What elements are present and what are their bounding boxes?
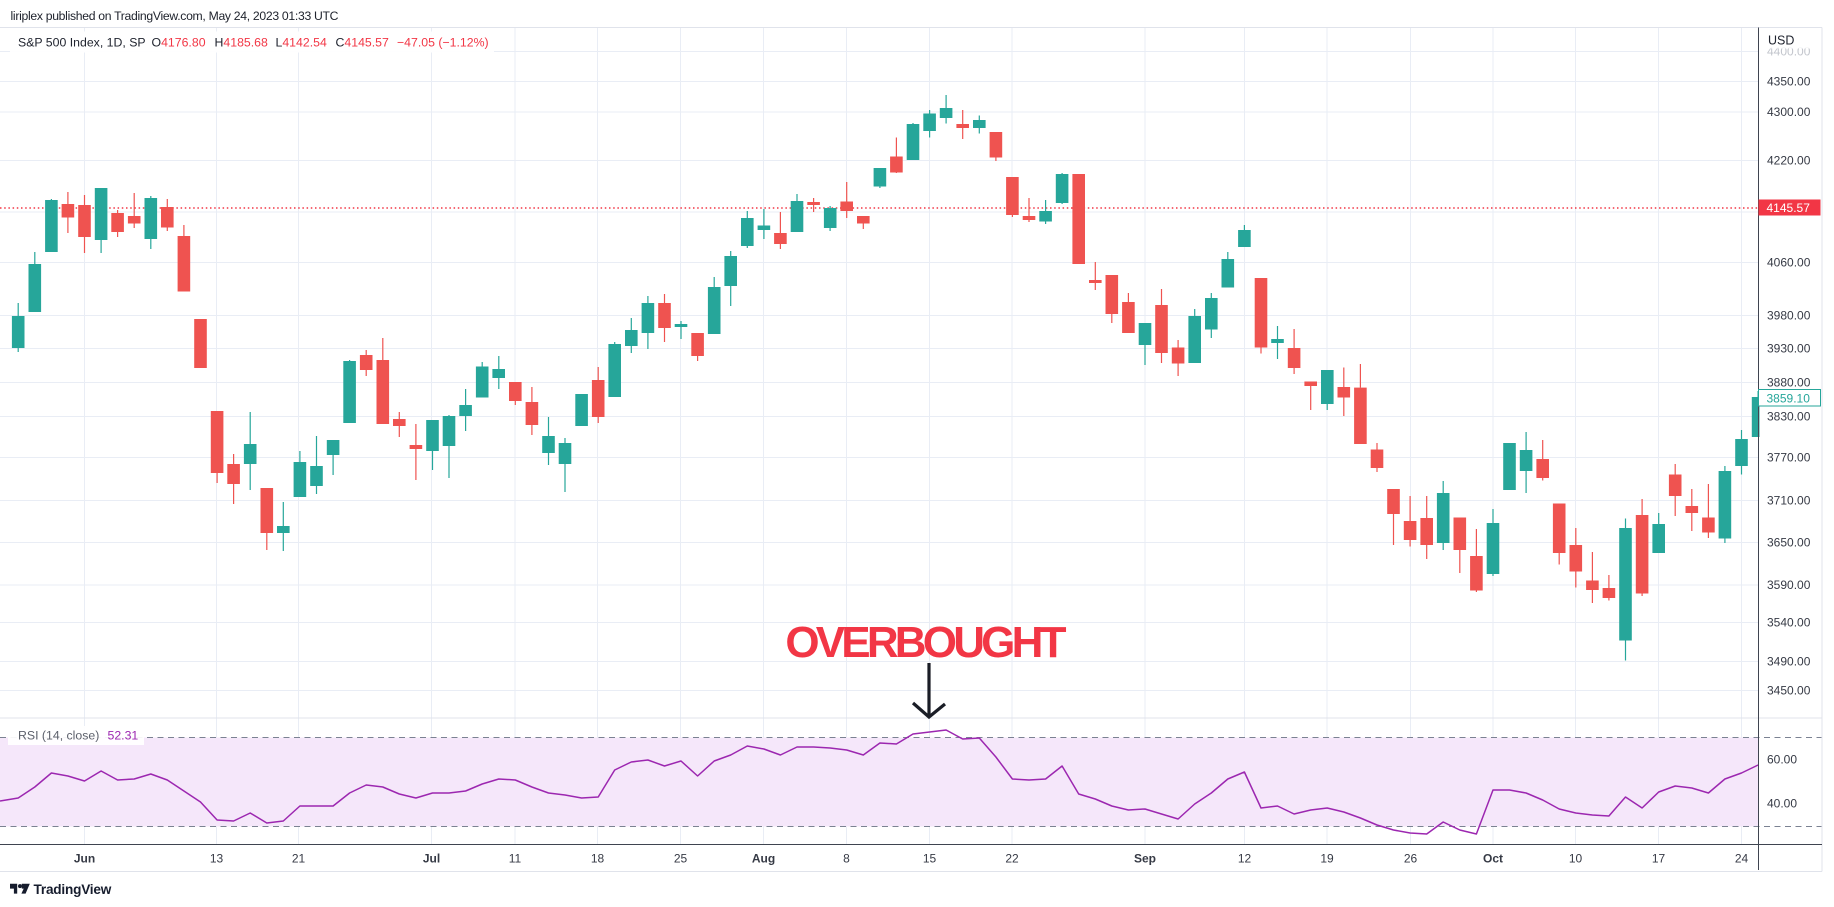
svg-text:Aug: Aug (752, 852, 775, 866)
svg-text:OVERBOUGHT: OVERBOUGHT (785, 618, 1066, 667)
svg-text:liriplex published on TradingV: liriplex published on TradingView.com, M… (11, 9, 339, 23)
svg-text:3710.00: 3710.00 (1767, 494, 1811, 508)
svg-text:3980.00: 3980.00 (1767, 309, 1811, 323)
svg-text:60.00: 60.00 (1767, 753, 1797, 767)
svg-text:3930.00: 3930.00 (1767, 342, 1811, 356)
svg-text:4300.00: 4300.00 (1767, 105, 1811, 119)
svg-text:3770.00: 3770.00 (1767, 451, 1811, 465)
svg-text:17: 17 (1652, 852, 1666, 866)
svg-text:40.00: 40.00 (1767, 797, 1797, 811)
svg-text:12: 12 (1238, 852, 1252, 866)
svg-text:RSI (14, close) 52.31: RSI (14, close) 52.31 (18, 729, 138, 743)
svg-text:22: 22 (1005, 852, 1019, 866)
svg-text:3590.00: 3590.00 (1767, 578, 1811, 592)
svg-text:26: 26 (1404, 852, 1418, 866)
svg-text:3540.00: 3540.00 (1767, 616, 1811, 630)
svg-text:19: 19 (1320, 852, 1334, 866)
svg-text:25: 25 (674, 852, 688, 866)
svg-text:24: 24 (1735, 852, 1749, 866)
svg-text:Jun: Jun (74, 852, 95, 866)
svg-text:3880.00: 3880.00 (1767, 376, 1811, 390)
svg-text:USD: USD (1768, 34, 1794, 48)
svg-text:3450.00: 3450.00 (1767, 684, 1811, 698)
svg-text:4350.00: 4350.00 (1767, 75, 1811, 89)
svg-text:13: 13 (210, 852, 224, 866)
svg-text:3650.00: 3650.00 (1767, 536, 1811, 550)
svg-text:TradingView: TradingView (34, 882, 112, 897)
svg-text:4145.57: 4145.57 (1767, 201, 1811, 215)
svg-text:18: 18 (591, 852, 605, 866)
svg-text:Oct: Oct (1483, 852, 1503, 866)
svg-text:4220.00: 4220.00 (1767, 154, 1811, 168)
svg-text:15: 15 (923, 852, 937, 866)
svg-text:3859.10: 3859.10 (1767, 391, 1811, 405)
svg-text:Sep: Sep (1134, 852, 1156, 866)
svg-text:21: 21 (292, 852, 306, 866)
svg-text:3830.00: 3830.00 (1767, 410, 1811, 424)
svg-text:10: 10 (1569, 852, 1583, 866)
svg-text:3490.00: 3490.00 (1767, 655, 1811, 669)
svg-text:11: 11 (509, 852, 522, 866)
svg-text:4060.00: 4060.00 (1767, 256, 1811, 270)
svg-text:8: 8 (843, 852, 850, 866)
svg-text:Jul: Jul (423, 852, 440, 866)
